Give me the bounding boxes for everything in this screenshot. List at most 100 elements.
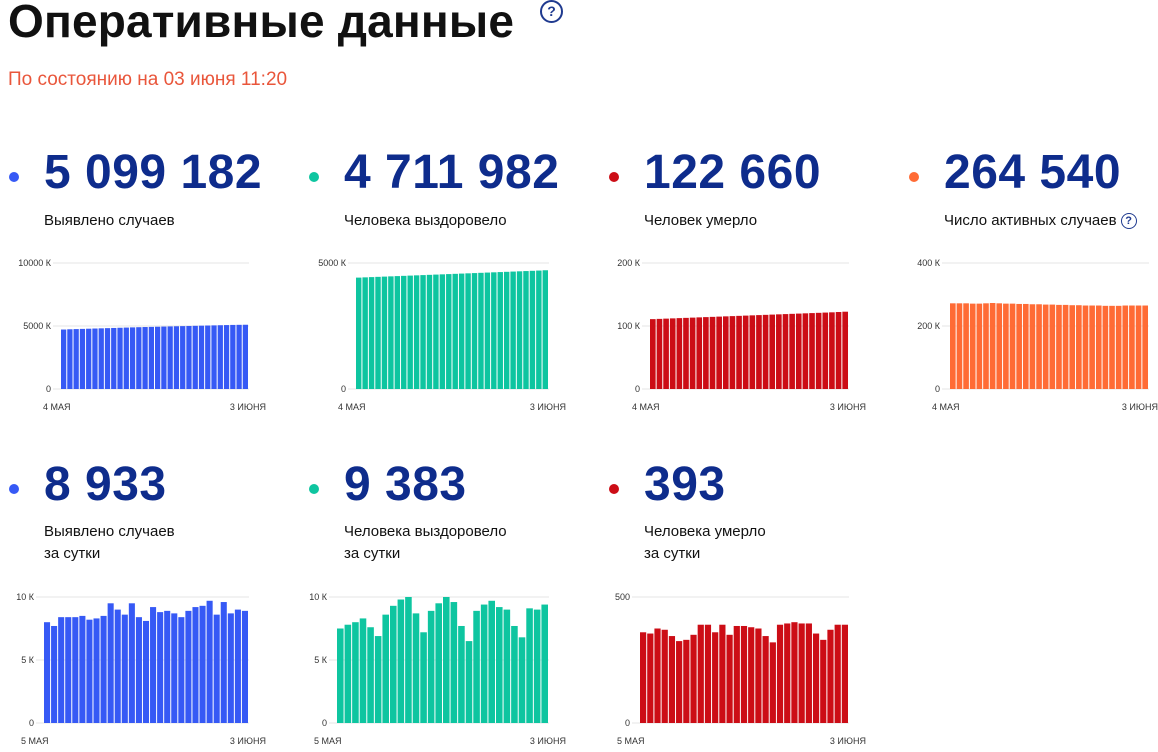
bar [789,313,795,389]
bar [736,315,742,389]
y-tick-label: 0 [46,384,51,394]
bar [192,607,199,723]
bar [829,312,835,389]
bar [647,633,654,723]
stat-value: 8 933 [44,458,167,511]
stat-value: 264 540 [944,146,1122,199]
bar [480,604,488,723]
bar [503,609,511,723]
bar [950,303,956,389]
y-tick-label: 200 К [917,321,941,331]
stat-label-line2: за сутки [44,545,101,562]
bar [690,634,697,723]
bar [93,618,100,723]
bar [79,328,86,389]
bar [762,636,769,723]
bar [1089,305,1095,389]
bar [435,603,442,723]
x-tick-label-end: 3 ИЮНЯ [830,402,866,412]
bar [668,636,676,723]
stat-value: 393 [644,458,726,511]
stat-value: 9 383 [344,458,467,511]
series-dot [609,172,619,182]
series-dot [609,484,619,494]
bar [407,275,413,389]
bar-chart: 200 К 100 К 0 4 МАЯ 3 ИЮНЯ [617,258,866,412]
bar [1069,305,1076,389]
bar [337,628,344,723]
bar [1102,305,1109,389]
bar-chart: 10 К 5 К 0 5 МАЯ 3 ИЮНЯ [309,592,566,746]
bar [1009,303,1016,389]
bar [650,319,656,389]
stat-card-confirmed-total: 5 099 182 Выявлено случаев 10000 К 5000 К… [9,140,269,440]
y-tick-label: 0 [635,384,640,394]
bar [465,641,473,723]
bar [86,619,93,723]
bar [1109,305,1115,389]
bar [167,326,173,389]
bar [716,316,722,389]
series-dot [9,172,19,182]
question-circle-icon[interactable]: ? [540,0,563,23]
bar [742,315,749,389]
bar [374,636,382,723]
bar [782,314,789,389]
bar [211,325,217,389]
bar [726,634,733,723]
bar [375,276,381,389]
bar [180,326,186,389]
bar [359,618,367,723]
x-tick-label-end: 3 ИЮНЯ [230,736,266,746]
bar [697,624,704,723]
bar [820,639,827,723]
bar [956,303,963,389]
bar [1122,305,1129,389]
stat-label: Человека выздоровело за сутки [344,521,507,565]
bar [73,329,79,389]
bar [471,273,478,389]
bar [136,327,142,389]
bar [171,613,178,723]
bar-chart: 5000 К 0 4 МАЯ 3 ИЮНЯ [318,258,566,412]
x-tick-label-end: 3 ИЮНЯ [230,402,266,412]
bar [206,600,213,723]
bar [1095,305,1102,389]
bar [676,641,683,723]
bar [344,624,352,723]
question-circle-icon[interactable]: ? [1120,213,1137,229]
stat-card-deaths-daily: 393 Человека умерло за сутки 500 0 5 МАЯ 3 … [609,452,869,752]
bar [484,272,491,389]
bar [1062,304,1069,389]
bar [58,617,65,723]
bar [1142,305,1148,389]
bar [815,312,822,389]
bar [656,318,663,389]
bar [381,276,388,389]
bar [1129,305,1135,389]
x-tick-label-start: 5 МАЯ [314,736,342,746]
bar [755,628,762,723]
stat-label-row: Число активных случаев? [944,210,1137,232]
bar [1029,304,1036,389]
bar [795,313,802,389]
stat-card-recovered-daily: 9 383 Человека выздоровело за сутки 10 К… [309,452,569,752]
bar-chart: 10000 К 5000 К 0 4 МАЯ 3 ИЮНЯ [18,258,266,412]
bar [1056,304,1062,389]
x-tick-label-end: 3 ИЮНЯ [1122,402,1158,412]
bar [111,327,117,389]
bar [67,329,73,389]
y-tick-label: 400 К [917,258,941,268]
bar [92,328,98,389]
bar [518,637,526,723]
bar [356,277,362,389]
stat-label: Человека выздоровело [344,212,507,229]
stat-label-line2: за сутки [644,545,701,562]
bar [834,624,841,723]
series-dot [909,172,919,182]
bar [352,622,359,723]
bar-chart: 400 К 200 К 0 4 МАЯ 3 ИЮНЯ [917,258,1158,412]
bar [161,326,167,389]
series-dot [9,484,19,494]
stat-label-line1: Человека умерло [644,523,766,540]
